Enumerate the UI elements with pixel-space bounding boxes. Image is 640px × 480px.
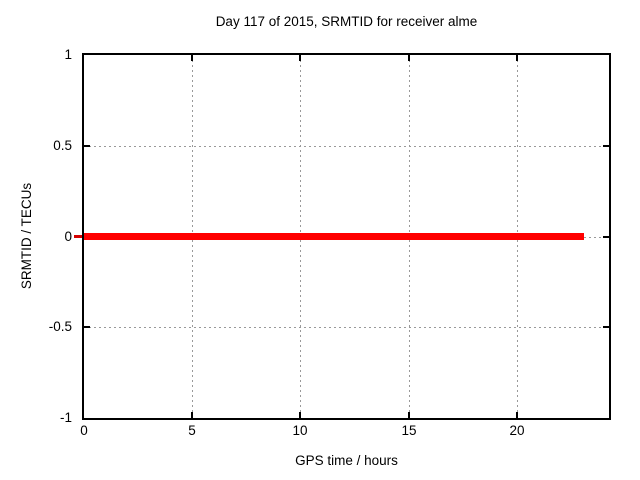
y-tick-right [603,326,609,328]
x-tick-label: 20 [509,423,525,438]
y-tick-label: -1 [59,410,72,425]
y-tick-left [84,326,90,328]
y-tick-label: -0.5 [48,319,72,334]
x-tick-top [408,55,410,61]
x-tick-label: 5 [188,423,196,438]
x-tick-bottom [191,412,193,418]
y-tick-left [84,145,90,147]
x-tick-bottom [516,412,518,418]
x-tick-top [191,55,193,61]
x-tick-top [299,55,301,61]
x-tick-label: 10 [292,423,308,438]
series-start-cap [74,235,84,238]
chart-title: Day 117 of 2015, SRMTID for receiver alm… [215,14,478,29]
y-tick-label: 0 [64,229,72,244]
x-tick-top [516,55,518,61]
y-tick-right [603,236,609,238]
y-tick-right [603,145,609,147]
y-tick-label: 1 [64,47,72,62]
x-tick-label: 15 [401,423,417,438]
y-tick-label: 0.5 [53,138,72,153]
y-grid-line [84,327,609,328]
series-line [84,233,584,240]
x-tick-bottom [408,412,410,418]
x-tick-bottom [299,412,301,418]
y-grid-line [84,146,609,147]
x-tick-label: 0 [80,423,88,438]
plot-area [82,53,611,420]
x-axis-title: GPS time / hours [295,453,398,468]
